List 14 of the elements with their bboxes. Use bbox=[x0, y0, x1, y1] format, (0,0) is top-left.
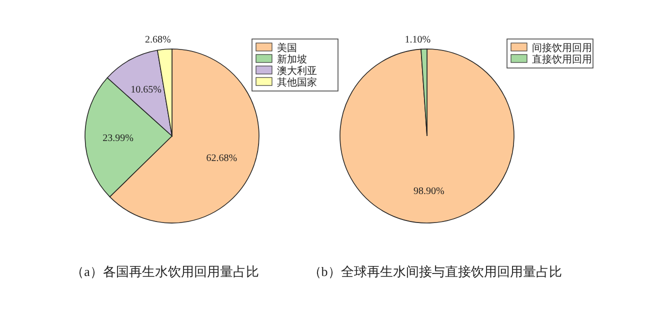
legend-label: 新加坡 bbox=[277, 54, 307, 66]
legend-label: 间接饮用回用 bbox=[532, 42, 592, 54]
legend-label: 直接饮用回用 bbox=[532, 54, 592, 66]
data-label: 2.68% bbox=[145, 34, 171, 46]
legend-label: 其他国家 bbox=[277, 76, 317, 88]
legend-label: 美国 bbox=[277, 42, 297, 54]
data-label: 1.10% bbox=[404, 34, 431, 46]
text: （b）全球再生水间接与直接饮用回用量占比 bbox=[308, 264, 562, 279]
data-label: 98.90% bbox=[413, 186, 444, 197]
data-label: 10.65% bbox=[130, 84, 162, 96]
data-label: 62.68% bbox=[206, 152, 238, 164]
data-label: 23.99% bbox=[102, 133, 134, 144]
text: （a）各国再生水饮用回用量占比 bbox=[71, 264, 259, 279]
legend-label: 澳大利亚 bbox=[277, 65, 317, 77]
